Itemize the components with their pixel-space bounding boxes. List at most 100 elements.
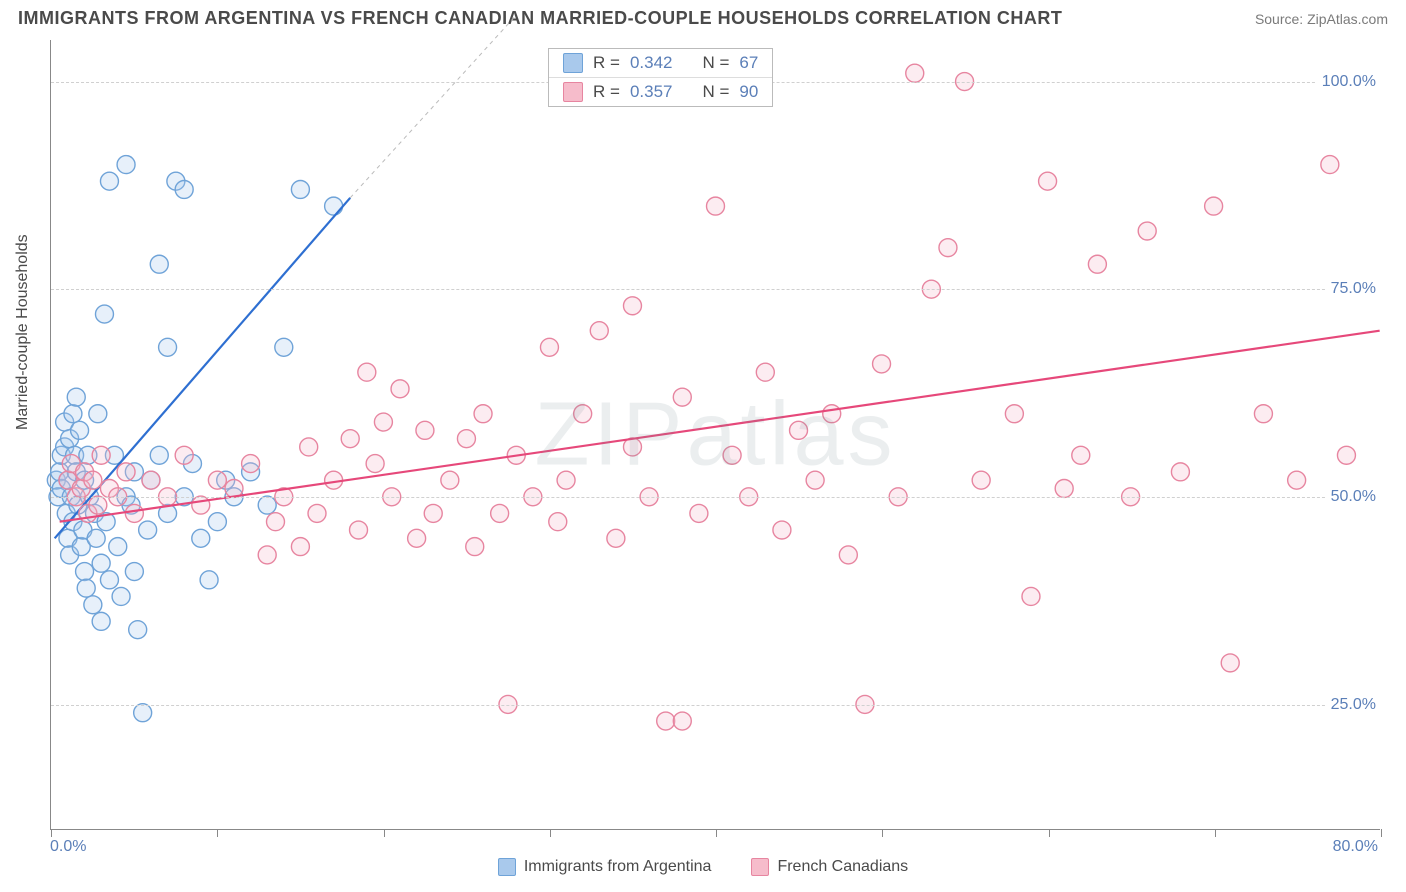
stat-r-label: R = <box>593 53 620 73</box>
data-point <box>873 355 891 373</box>
plot-svg <box>51 40 1380 829</box>
data-point <box>391 380 409 398</box>
data-point <box>129 621 147 639</box>
data-point <box>117 156 135 174</box>
data-point <box>300 438 318 456</box>
data-point <box>109 538 127 556</box>
data-point <box>100 571 118 589</box>
gridline <box>51 497 1380 498</box>
data-point <box>839 546 857 564</box>
data-point <box>574 405 592 423</box>
x-tick <box>1215 829 1216 837</box>
source-label: Source: ZipAtlas.com <box>1255 11 1388 27</box>
y-tick-label: 25.0% <box>1325 696 1382 714</box>
data-point <box>1072 446 1090 464</box>
data-point <box>1005 405 1023 423</box>
data-point <box>275 338 293 356</box>
data-point <box>557 471 575 489</box>
stat-r-label: R = <box>593 82 620 102</box>
data-point <box>258 546 276 564</box>
data-point <box>1254 405 1272 423</box>
stats-box: R =0.342N =67R =0.357N =90 <box>548 48 773 107</box>
x-tick <box>1049 829 1050 837</box>
data-point <box>1221 654 1239 672</box>
data-point <box>76 563 94 581</box>
data-point <box>1138 222 1156 240</box>
data-point <box>117 463 135 481</box>
data-point <box>1337 446 1355 464</box>
data-point <box>112 587 130 605</box>
data-point <box>67 388 85 406</box>
series-swatch <box>563 53 583 73</box>
data-point <box>441 471 459 489</box>
data-point <box>341 430 359 448</box>
data-point <box>208 513 226 531</box>
data-point <box>291 538 309 556</box>
data-point <box>1288 471 1306 489</box>
data-point <box>100 172 118 190</box>
data-point <box>590 322 608 340</box>
data-point <box>87 529 105 547</box>
series-swatch <box>563 82 583 102</box>
stat-n-label: N = <box>702 82 729 102</box>
y-axis-label: Married-couple Households <box>14 234 32 430</box>
trend-line-extrapolated <box>350 15 516 198</box>
data-point <box>939 239 957 257</box>
legend: Immigrants from Argentina French Canadian… <box>0 858 1406 876</box>
data-point <box>790 421 808 439</box>
data-point <box>1088 255 1106 273</box>
data-point <box>1205 197 1223 215</box>
chart-title: IMMIGRANTS FROM ARGENTINA VS FRENCH CANA… <box>18 8 1062 29</box>
data-point <box>267 513 285 531</box>
data-point <box>657 712 675 730</box>
stat-n-label: N = <box>702 53 729 73</box>
data-point <box>192 529 210 547</box>
data-point <box>142 471 160 489</box>
data-point <box>474 405 492 423</box>
data-point <box>540 338 558 356</box>
data-point <box>139 521 157 539</box>
data-point <box>84 596 102 614</box>
x-tick <box>550 829 551 837</box>
data-point <box>358 363 376 381</box>
scatter-plot: ZIPatlas 25.0%50.0%75.0%100.0% <box>50 40 1380 830</box>
data-point <box>673 388 691 406</box>
data-point <box>972 471 990 489</box>
data-point <box>1055 479 1073 497</box>
y-tick-label: 75.0% <box>1325 280 1382 298</box>
data-point <box>690 504 708 522</box>
data-point <box>84 471 102 489</box>
data-point <box>92 612 110 630</box>
data-point <box>208 471 226 489</box>
data-point <box>159 338 177 356</box>
data-point <box>125 563 143 581</box>
data-point <box>242 455 260 473</box>
legend-swatch <box>751 858 769 876</box>
stats-row: R =0.342N =67 <box>549 49 772 77</box>
data-point <box>823 405 841 423</box>
stat-r-value: 0.357 <box>630 82 673 102</box>
x-tick <box>882 829 883 837</box>
data-point <box>1022 587 1040 605</box>
legend-label: French Canadians <box>777 858 908 876</box>
gridline <box>51 289 1380 290</box>
x-tick <box>51 829 52 837</box>
data-point <box>92 446 110 464</box>
legend-item: French Canadians <box>751 858 908 876</box>
data-point <box>150 255 168 273</box>
x-axis-min-label: 0.0% <box>50 838 86 856</box>
legend-item: Immigrants from Argentina <box>498 858 712 876</box>
data-point <box>1321 156 1339 174</box>
data-point <box>95 305 113 323</box>
x-tick <box>384 829 385 837</box>
y-tick-label: 100.0% <box>1316 73 1382 91</box>
data-point <box>200 571 218 589</box>
data-point <box>607 529 625 547</box>
data-point <box>773 521 791 539</box>
legend-swatch <box>498 858 516 876</box>
data-point <box>71 421 89 439</box>
data-point <box>89 405 107 423</box>
data-point <box>366 455 384 473</box>
data-point <box>457 430 475 448</box>
y-tick-label: 50.0% <box>1325 488 1382 506</box>
